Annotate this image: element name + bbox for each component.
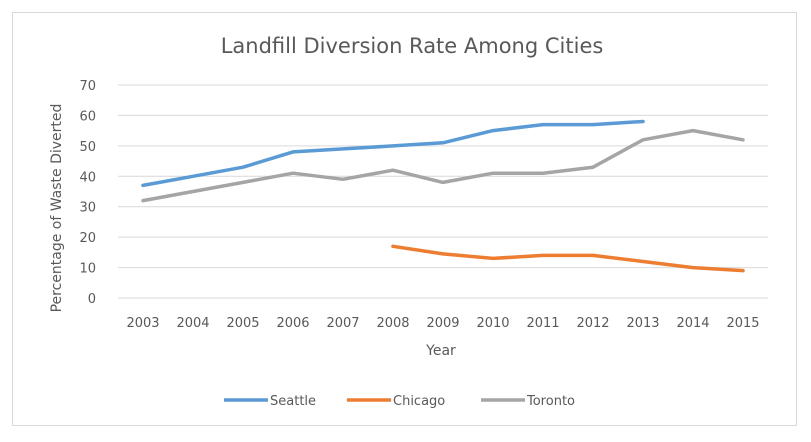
series-lines xyxy=(141,119,745,273)
legend-label: Toronto xyxy=(526,394,575,409)
x-axis-ticks: 2003 2004 2005 2006 2007 2008 2009 2010 2011 2012… xyxy=(126,316,759,331)
legend: Seattle Chicago Toronto xyxy=(224,394,575,409)
y-tick-label: 70 xyxy=(79,79,96,94)
gridlines xyxy=(118,84,768,299)
legend-item-toronto: Toronto xyxy=(481,394,575,409)
y-axis-ticks: 0 10 20 30 40 50 60 70 xyxy=(79,79,96,307)
legend-item-chicago: Chicago xyxy=(347,394,445,409)
x-tick-label: 2008 xyxy=(376,316,409,331)
chart-title: Landfill Diversion Rate Among Cities xyxy=(221,34,604,58)
y-tick-label: 60 xyxy=(79,109,96,124)
legend-label: Seattle xyxy=(270,394,316,409)
x-tick-label: 2011 xyxy=(526,316,559,331)
x-tick-label: 2014 xyxy=(676,316,709,331)
x-axis-title: Year xyxy=(425,343,456,359)
legend-item-seattle: Seattle xyxy=(224,394,316,409)
series-line-toronto xyxy=(141,128,745,203)
x-tick-label: 2004 xyxy=(176,316,209,331)
x-tick-label: 2006 xyxy=(276,316,309,331)
x-tick-label: 2013 xyxy=(626,316,659,331)
y-tick-label: 40 xyxy=(79,170,96,185)
series-line-chicago xyxy=(391,244,745,273)
x-tick-label: 2012 xyxy=(576,316,609,331)
x-tick-label: 2007 xyxy=(326,316,359,331)
y-tick-label: 10 xyxy=(79,262,96,277)
chart-frame xyxy=(12,12,797,426)
x-tick-label: 2009 xyxy=(426,316,459,331)
x-tick-label: 2010 xyxy=(476,316,509,331)
series-line-seattle xyxy=(141,119,645,188)
y-axis-title: Percentage of Waste Diverted xyxy=(49,104,65,313)
x-tick-label: 2005 xyxy=(226,316,259,331)
y-tick-label: 20 xyxy=(79,231,96,246)
x-tick-label: 2003 xyxy=(126,316,159,331)
legend-label: Chicago xyxy=(393,394,445,409)
y-tick-label: 0 xyxy=(88,292,96,307)
y-tick-label: 30 xyxy=(79,201,96,216)
y-tick-label: 50 xyxy=(79,140,96,155)
x-tick-label: 2015 xyxy=(726,316,759,331)
